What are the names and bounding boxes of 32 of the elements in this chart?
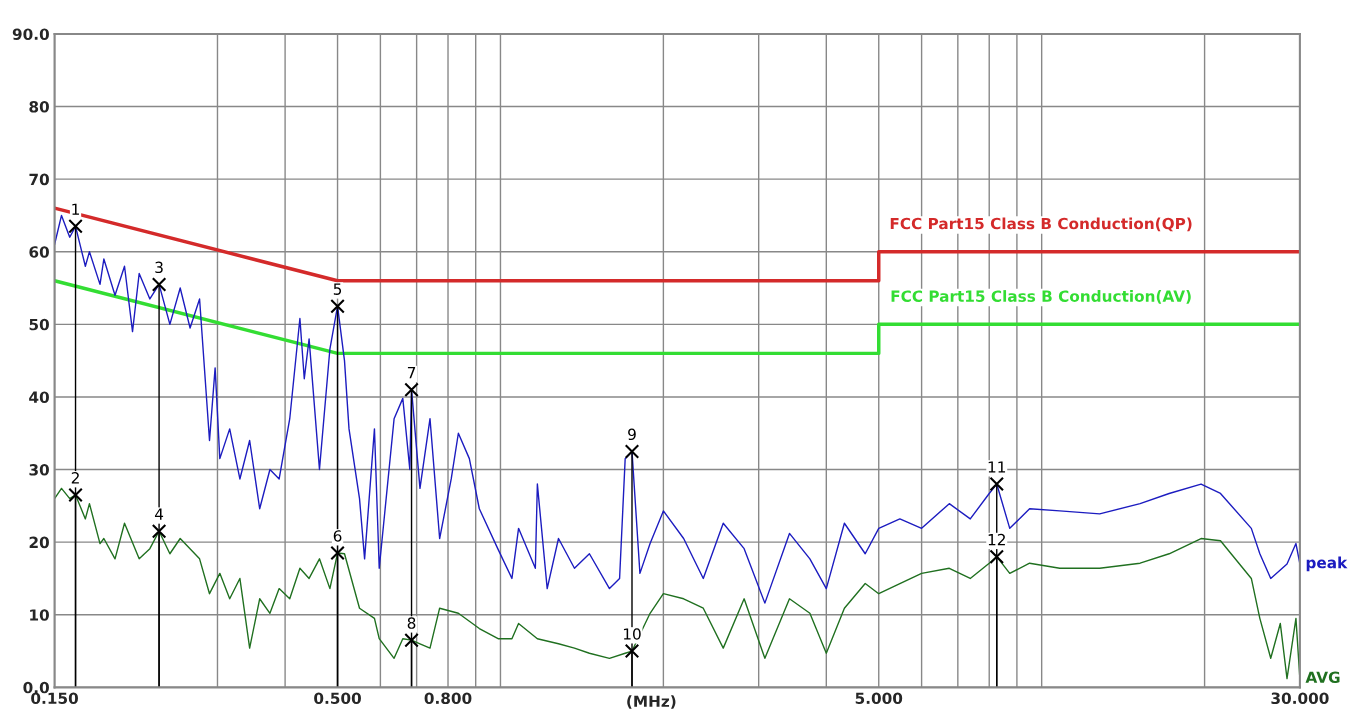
x-tick-label: 30.000 — [1271, 692, 1329, 705]
y-tick-label: 50 — [29, 318, 49, 331]
y-tick-label: 80 — [29, 101, 49, 113]
y-tick-label: 30 — [29, 464, 49, 476]
annotation: 9 — [628, 428, 636, 441]
annotation: 7 — [407, 367, 416, 379]
x-tick-label: 0.150 — [31, 692, 78, 705]
series-label: FCC Part15 Class B Conduction(AV) — [891, 290, 1191, 304]
series-label: AVG — [1305, 671, 1340, 684]
annotation: 2 — [71, 472, 79, 484]
y-tick-label: 90.0 — [12, 28, 49, 40]
annotation: 10 — [623, 628, 641, 640]
annotation: 8 — [407, 617, 416, 629]
annotation: 6 — [333, 530, 342, 542]
y-tick-label: 10 — [30, 609, 49, 621]
y-tick-label: 0.0 — [23, 681, 49, 694]
x-tick-label: 0.800 — [424, 692, 472, 705]
annotation: 5 — [333, 283, 342, 295]
x-tick-label: 5.000 — [855, 692, 903, 705]
x-tick-label: 0.500 — [314, 692, 361, 705]
y-tick-label: 40 — [29, 391, 49, 403]
series-label: peak — [1306, 556, 1348, 572]
y-tick-label: 60 — [29, 246, 49, 258]
annotation: 3 — [155, 261, 163, 274]
x-axis-title: (MHz) — [627, 695, 676, 709]
y-tick-label: 70 — [29, 173, 49, 186]
annotation: 12 — [988, 533, 1005, 546]
y-tick-label: 20 — [29, 536, 49, 549]
annotation: 4 — [154, 508, 164, 520]
annotation: 11 — [988, 461, 1006, 473]
annotation: 1 — [72, 203, 79, 215]
series-label: FCC Part15 Class B Conduction(QP) — [890, 217, 1192, 232]
